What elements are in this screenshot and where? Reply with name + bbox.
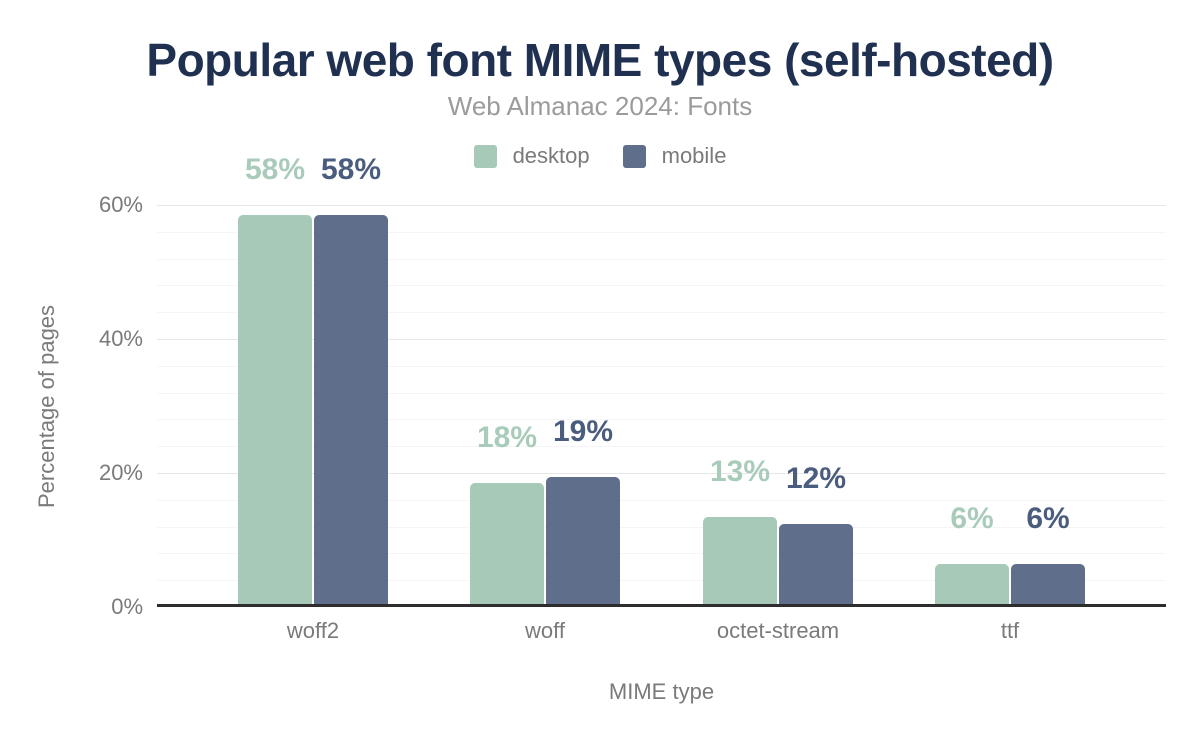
gridline-minor-12 xyxy=(157,527,1166,528)
value-label-woff-desktop: 18% xyxy=(476,421,538,454)
legend-item-mobile: mobile xyxy=(622,143,727,169)
y-tick-60pct: 60% xyxy=(98,192,143,217)
gridline-minor-36 xyxy=(157,366,1166,367)
bar-woff-mobile xyxy=(546,477,620,604)
legend-item-desktop: desktop xyxy=(473,143,590,169)
gridline-minor-32 xyxy=(157,393,1166,394)
legend-label-mobile: mobile xyxy=(661,143,727,168)
bar-ttf-mobile xyxy=(1011,564,1085,604)
gridline-major-20 xyxy=(157,473,1166,474)
x-tick-octet-stream: octet-stream xyxy=(716,618,840,643)
value-label-ttf-mobile: 6% xyxy=(1026,502,1070,535)
gridline-minor-16 xyxy=(157,500,1166,501)
legend-swatch-mobile xyxy=(622,144,646,168)
gridline-minor-8 xyxy=(157,553,1166,554)
legend-label-desktop: desktop xyxy=(512,143,590,168)
x-tick-ttf: ttf xyxy=(1000,618,1020,643)
gridline-minor-4 xyxy=(157,580,1166,581)
gridline-minor-28 xyxy=(157,419,1166,420)
bar-octet-stream-desktop xyxy=(703,517,777,604)
x-axis-title: MIME type xyxy=(608,679,715,704)
bar-woff2-desktop xyxy=(238,215,312,604)
legend-swatch-desktop xyxy=(473,144,497,168)
gridline-minor-48 xyxy=(157,285,1166,286)
value-label-octet-stream-mobile: 12% xyxy=(785,462,847,495)
chart-subtitle: Web Almanac 2024: Fonts xyxy=(447,91,753,121)
value-label-woff2-mobile: 58% xyxy=(320,153,382,186)
bar-octet-stream-mobile xyxy=(779,524,853,604)
value-label-woff2-desktop: 58% xyxy=(244,153,306,186)
bar-woff2-mobile xyxy=(314,215,388,604)
gridline-minor-24 xyxy=(157,446,1166,447)
y-tick-0pct: 0% xyxy=(111,594,143,619)
gridline-minor-44 xyxy=(157,312,1166,313)
bar-ttf-desktop xyxy=(935,564,1009,604)
gridline-major-60 xyxy=(157,205,1166,206)
plot-area: 0% 20% 40% 60% woff2 58% 58% woff 18% 19% octet-st… xyxy=(99,155,1166,643)
value-label-woff-mobile: 19% xyxy=(552,415,614,448)
gridline-minor-52 xyxy=(157,259,1166,260)
y-tick-40pct: 40% xyxy=(98,326,143,351)
value-label-octet-stream-desktop: 13% xyxy=(709,455,771,488)
chart-title: Popular web font MIME types (self-hosted… xyxy=(146,34,1054,86)
x-tick-woff: woff xyxy=(525,618,565,643)
x-tick-woff2: woff2 xyxy=(286,618,340,643)
gridline-major-40 xyxy=(157,339,1166,340)
value-label-ttf-desktop: 6% xyxy=(950,502,994,535)
y-tick-20pct: 20% xyxy=(98,460,143,485)
gridline-minor-56 xyxy=(157,232,1166,233)
bar-woff-desktop xyxy=(470,483,544,604)
legend: desktop mobile xyxy=(0,143,1200,169)
y-axis-title: Percentage of pages xyxy=(34,304,59,508)
